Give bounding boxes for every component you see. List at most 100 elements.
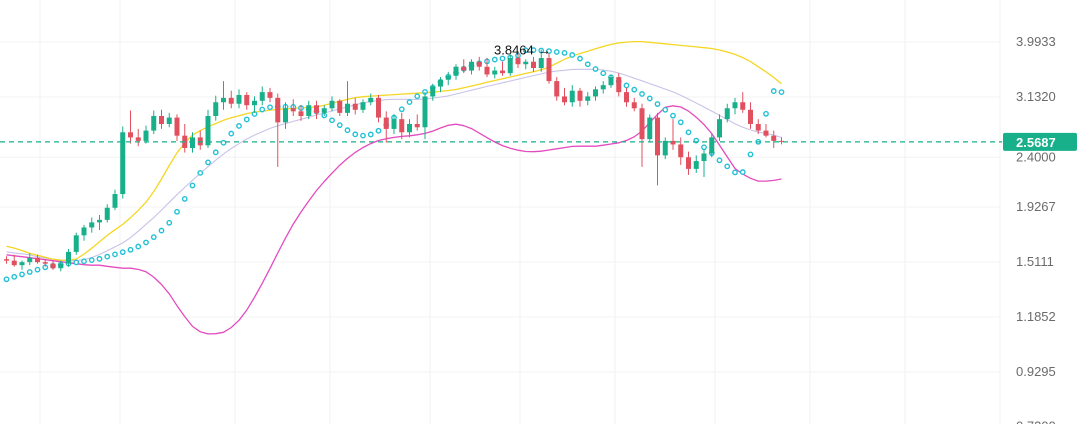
candle [686,151,691,175]
candle [484,58,490,78]
sar-dot [166,219,173,226]
candle [438,77,443,93]
candle [670,119,676,150]
sar-dot [561,49,568,56]
candle [616,73,622,97]
sar-dot [662,106,669,113]
candle [329,96,335,112]
candle [159,109,164,129]
candle [740,92,746,113]
candle-body [624,92,629,103]
sar-dot [26,269,33,275]
candle [35,254,40,264]
sar-dot [724,163,731,170]
sar-dot [685,129,692,136]
candle-body [337,100,343,113]
candle [476,56,482,71]
candle-body [569,90,575,103]
sar-dot [491,56,498,63]
y-tick-label: 1.9267 [1016,199,1056,214]
y-axis: 3.9933 3.1320 2.4000 1.9267 1.5111 1.1852 0.92… [1016,34,1056,424]
candle-body [740,102,746,110]
sar-dot [584,61,591,68]
candle-body [383,117,389,129]
sar-dot [336,122,343,129]
candle-body [732,102,738,109]
candle-body [600,85,606,90]
sar-dot [243,116,250,123]
sar-dot [732,169,738,176]
candle-body [461,66,467,71]
candle-body [484,66,490,75]
candle [275,93,281,167]
bollinger-lower-line [6,105,782,335]
candle-body [655,117,660,156]
candle [755,119,761,134]
candle [252,96,257,113]
candle [236,89,242,109]
candle-body [562,96,567,103]
candle [515,53,521,69]
candle [66,249,71,267]
candle-body [686,157,691,169]
candle [267,87,273,103]
candle [732,97,738,115]
candle [569,85,575,107]
sar-dot [197,169,204,176]
candle [306,100,312,120]
sar-dot [181,195,188,202]
last-price-value: 2.5687 [1016,135,1056,150]
candle-body [631,102,637,109]
candle [221,81,226,110]
candle [662,137,668,160]
candle-body [748,109,753,124]
sar-dot [577,55,583,62]
candle-body [763,130,769,136]
sar-dot [329,117,335,124]
candle [577,87,583,107]
candle [337,99,343,116]
sar-dot [600,70,607,77]
candle-body [58,263,64,269]
candle-body [143,130,149,141]
candle-body [701,153,707,162]
candle [399,112,405,140]
candle [298,105,304,121]
sar-dot [701,144,707,151]
candle [73,232,79,255]
peak-annotation-arrow-icon: → [538,42,551,57]
candle-body [166,117,172,124]
candle-body [407,123,412,133]
y-tick-label: 0.9295 [1016,364,1056,379]
candle [182,123,188,153]
candle [445,71,451,86]
candle-body [670,140,676,145]
candle-body [647,117,653,140]
candle [120,126,126,199]
peak-annotation: 3.8464 → [494,42,551,57]
chart-grid [0,0,1001,424]
candlestick-series[interactable] [4,49,784,272]
candle [771,130,777,149]
candle-body [97,219,102,223]
sar-dot [112,251,118,258]
candle-body [42,262,48,264]
sar-dot [150,234,157,241]
candle [523,59,529,70]
candle-body [267,92,273,98]
sar-dot [367,131,374,138]
candle-body [283,108,288,123]
candle-body [11,260,17,266]
sar-dot [592,66,599,72]
candle [283,102,288,129]
candle-body [290,108,296,112]
candle [89,217,95,233]
sar-dot [530,47,537,53]
candle-body [779,140,784,142]
candle-body [89,222,95,228]
y-tick-label: 0.7300 [1016,419,1056,424]
candle [709,133,715,158]
candle [624,87,629,107]
sar-dot [553,49,560,55]
